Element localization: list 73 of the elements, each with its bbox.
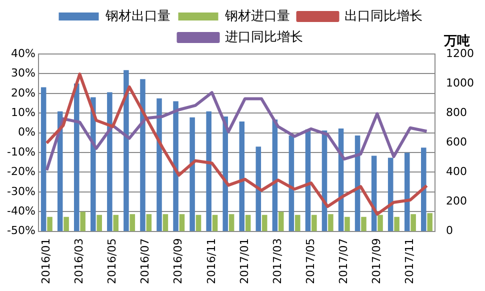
x-tick-label: 2016/09 xyxy=(172,238,185,284)
bar xyxy=(146,214,152,232)
x-tick-label: 2016/11 xyxy=(204,238,218,284)
bar xyxy=(328,214,334,232)
bar xyxy=(173,101,178,232)
bar xyxy=(212,214,218,232)
y2-tick-label: 1000 xyxy=(446,76,474,90)
y2-tick-label: 600 xyxy=(446,136,468,149)
bar xyxy=(256,146,262,232)
y-tick-label: -50% xyxy=(6,224,36,238)
bar xyxy=(404,152,410,232)
y-tick-label: 10% xyxy=(10,106,36,119)
bar xyxy=(107,92,112,232)
bar xyxy=(295,214,300,232)
legend-label: 钢材出口量 xyxy=(104,8,170,24)
bar xyxy=(80,212,86,232)
x-tick-label: 2017/03 xyxy=(270,238,284,284)
x-tick-label: 2016/07 xyxy=(138,238,152,284)
y-tick-label: -30% xyxy=(6,184,36,198)
bar xyxy=(278,212,284,232)
bar xyxy=(64,216,69,232)
x-tick-label: 2017/05 xyxy=(304,238,317,284)
bar xyxy=(190,117,195,232)
bar xyxy=(124,70,129,232)
x-tick-label: 2016/01 xyxy=(40,238,53,284)
legend-label: 钢材进口量 xyxy=(224,8,290,24)
x-tick-label: 2017/09 xyxy=(370,238,384,284)
bar xyxy=(206,111,212,232)
y2-tick-label: 0 xyxy=(446,224,454,238)
y-tick-label: -20% xyxy=(6,165,36,178)
bar xyxy=(156,98,162,232)
bar xyxy=(344,216,350,232)
y-tick-label: 0% xyxy=(18,126,36,139)
bar xyxy=(388,158,394,232)
bar xyxy=(410,214,416,232)
x-tick-label: 2017/07 xyxy=(336,238,350,284)
bar xyxy=(228,214,234,232)
y-tick-label: 30% xyxy=(10,66,36,80)
bar xyxy=(130,214,136,232)
bar xyxy=(421,148,426,232)
y-tick-label: -10% xyxy=(6,145,36,158)
x-tick-label: 2017/11 xyxy=(403,238,416,284)
bar xyxy=(47,216,52,232)
x-tick-label: 2016/03 xyxy=(72,238,86,284)
y2-tick-label: 1200 xyxy=(446,46,474,60)
bar xyxy=(162,214,168,232)
bar xyxy=(427,213,432,232)
y-tick-label: 40% xyxy=(10,46,36,60)
y2-tick-label: 800 xyxy=(446,106,468,119)
bar xyxy=(74,84,80,232)
bar xyxy=(312,214,317,232)
y2-tick-label: 400 xyxy=(446,165,468,178)
bar xyxy=(239,122,245,232)
y2-axis-title: 万吨 xyxy=(443,34,470,49)
bar xyxy=(140,79,146,232)
bar xyxy=(179,214,185,232)
bar xyxy=(196,214,202,232)
bar xyxy=(288,136,294,232)
y2-tick-label: 200 xyxy=(446,194,468,208)
bar xyxy=(96,214,102,232)
bar xyxy=(394,216,400,232)
legend-label: 出口同比增长 xyxy=(344,8,422,24)
bar xyxy=(262,214,268,232)
x-tick-label: 2016/05 xyxy=(106,238,119,284)
x-tick-label: 2017/01 xyxy=(238,238,251,284)
bar xyxy=(361,216,366,232)
y-tick-label: 20% xyxy=(10,86,36,100)
bar xyxy=(378,214,383,232)
bar xyxy=(245,214,251,232)
bar xyxy=(113,214,119,232)
legend-label: 进口同比增长 xyxy=(224,30,303,45)
y-tick-label: -40% xyxy=(6,204,36,218)
bar xyxy=(40,87,46,232)
